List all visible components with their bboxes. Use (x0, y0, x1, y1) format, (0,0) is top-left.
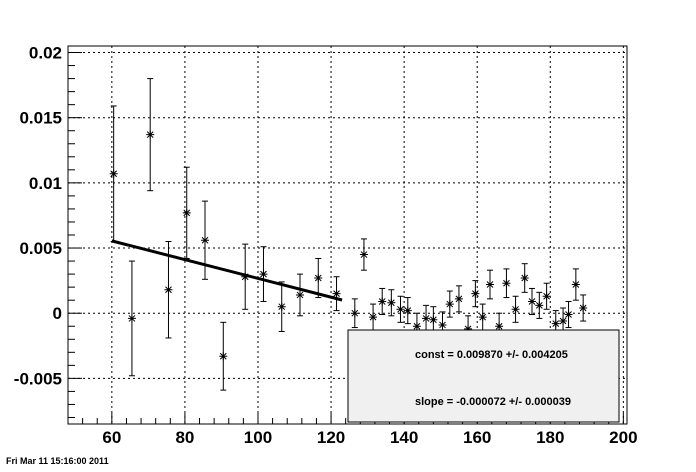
star-marker (542, 292, 551, 301)
data-point (564, 300, 573, 329)
star-marker (438, 320, 447, 329)
x-tick-label: 120 (317, 428, 345, 447)
y-tick-labels: -0.005 0 0.005 0.01 0.015 0.02 (14, 44, 62, 389)
y-tick-label: -0.005 (14, 369, 62, 388)
plot-border (67, 45, 628, 425)
star-marker (259, 270, 268, 279)
data-point (387, 289, 396, 317)
x-tick-label: 160 (463, 428, 491, 447)
data-point (219, 321, 228, 391)
data-point (359, 238, 368, 271)
data-point (277, 281, 286, 332)
y-tick-label: 0 (53, 304, 62, 323)
data-point (146, 78, 155, 192)
star-marker (422, 314, 431, 323)
star-marker (396, 305, 405, 314)
star-marker (332, 289, 341, 298)
star-marker (551, 319, 560, 328)
star-marker (296, 290, 305, 299)
star-marker (387, 298, 396, 307)
y-tick-label: 0.01 (29, 174, 62, 193)
star-marker (127, 314, 136, 323)
x-tick-label: 180 (536, 428, 564, 447)
data-point (350, 298, 359, 329)
data-point (571, 268, 580, 301)
data-point (485, 269, 494, 300)
star-marker (520, 274, 529, 283)
star-marker (535, 301, 544, 310)
data-point (378, 287, 387, 316)
data-point (511, 295, 520, 323)
stats-const: const = 0.009870 +/- 0.004205 (415, 349, 568, 361)
star-marker (378, 297, 387, 306)
y-tick-label: 0.02 (29, 44, 62, 63)
star-marker (201, 236, 210, 245)
star-marker (146, 130, 155, 139)
data-point (445, 290, 454, 318)
fit-line (111, 239, 343, 302)
x-tick-label: 200 (609, 428, 637, 447)
x-tick-label: 60 (102, 428, 121, 447)
data-point (542, 282, 551, 310)
data-point (579, 294, 588, 322)
star-marker (471, 289, 480, 298)
timestamp: Fri Mar 11 15:16:00 2011 (6, 456, 109, 466)
star-marker (164, 285, 173, 294)
star-marker (182, 208, 191, 217)
star-marker (454, 294, 463, 303)
data-point (535, 291, 544, 319)
data-point (520, 263, 529, 293)
star-marker (403, 306, 412, 315)
data-point (164, 241, 173, 339)
star-marker (109, 169, 118, 178)
star-marker (528, 297, 537, 306)
star-marker (219, 352, 228, 361)
star-marker (314, 274, 323, 283)
y-tick-label: 0.005 (19, 239, 62, 258)
star-marker (464, 324, 473, 333)
star-marker (559, 317, 568, 326)
star-marker (369, 313, 378, 322)
data-point (127, 260, 136, 377)
data-point (332, 276, 341, 312)
star-marker (359, 250, 368, 259)
star-marker (502, 279, 511, 288)
star-marker (412, 322, 421, 331)
data-point (259, 246, 268, 302)
x-tick-labels: 60 80 100 120 140 160 180 200 (102, 428, 637, 447)
data-point (396, 295, 405, 323)
data-point (314, 257, 323, 299)
data-point (502, 268, 511, 299)
stats-box-frame (347, 329, 620, 423)
data-point (241, 243, 250, 310)
data-point (471, 280, 480, 308)
star-marker (241, 272, 250, 281)
stats-slope: slope = -0.000072 +/- 0.000039 (415, 396, 571, 408)
star-marker (495, 322, 504, 331)
star-marker (445, 300, 454, 309)
x-tick-label: 140 (390, 428, 418, 447)
data-point (403, 297, 412, 325)
stats-box: const = 0.009870 +/- 0.004205 slope = -0… (347, 329, 620, 423)
data-point (109, 105, 118, 243)
star-marker (485, 280, 494, 289)
data-point (454, 285, 463, 313)
star-marker (511, 305, 520, 314)
data-point (528, 287, 537, 316)
star-marker (478, 313, 487, 322)
star-marker (350, 309, 359, 318)
star-marker (277, 302, 286, 311)
star-marker (579, 303, 588, 312)
star-marker (571, 280, 580, 289)
star-marker (564, 310, 573, 319)
y-tick-label: 0.015 (19, 109, 62, 128)
x-tick-label: 80 (175, 428, 194, 447)
x-tick-label: 100 (244, 428, 272, 447)
star-marker (429, 315, 438, 324)
data-point (296, 273, 305, 317)
